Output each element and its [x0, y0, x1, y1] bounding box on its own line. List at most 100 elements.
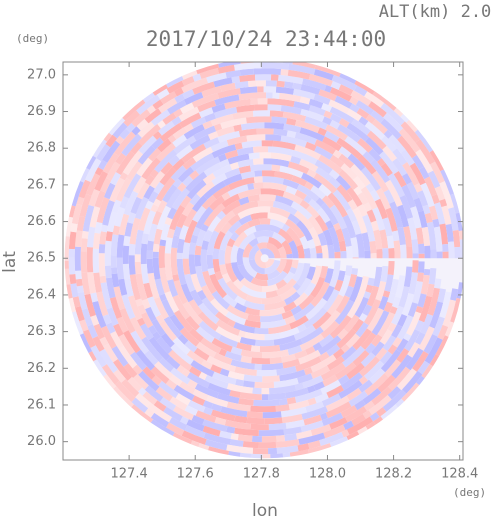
echo-cell — [365, 137, 384, 156]
echo-cell — [199, 67, 220, 80]
echo-cell — [402, 161, 420, 186]
echo-cell — [204, 374, 229, 389]
echo-cell — [227, 213, 241, 226]
echo-cell — [310, 354, 337, 373]
echo-cell — [351, 220, 362, 235]
echo-cell — [121, 133, 142, 157]
echo-cell — [116, 257, 125, 280]
echo-cell — [393, 107, 404, 117]
echo-cell — [100, 224, 108, 233]
echo-cell — [346, 431, 360, 441]
echo-cell — [213, 230, 226, 250]
echo-cell — [315, 245, 323, 254]
echo-cell — [110, 234, 119, 256]
echo-cell — [71, 180, 84, 207]
echo-cell — [181, 202, 195, 217]
echo-cell — [234, 81, 249, 89]
echo-cell — [122, 99, 146, 121]
echo-cell — [415, 139, 436, 165]
echo-cell — [79, 333, 93, 354]
echo-cell — [136, 317, 146, 327]
echo-cell — [173, 405, 194, 421]
echo-cell — [442, 299, 456, 328]
echo-cell — [236, 342, 252, 352]
echo-cell — [406, 119, 418, 133]
echo-cell — [191, 92, 220, 108]
echo-cell — [281, 353, 296, 363]
echo-cell — [158, 380, 179, 399]
echo-cell — [207, 382, 231, 396]
echo-cell — [346, 416, 374, 435]
echo-cell — [398, 128, 421, 153]
echo-cell — [279, 369, 306, 382]
echo-cell — [267, 270, 288, 287]
echo-cell — [238, 165, 252, 174]
echo-cell — [172, 178, 183, 188]
echo-cell — [435, 335, 449, 357]
echo-cell — [122, 245, 130, 265]
echo-cell — [164, 291, 180, 314]
echo-cell — [318, 183, 332, 197]
echo-cell — [129, 274, 142, 301]
echo-cell — [283, 271, 295, 284]
echo-cell — [407, 342, 421, 358]
echo-cell — [417, 190, 429, 207]
echo-cell — [218, 348, 227, 357]
echo-cell — [216, 392, 240, 404]
echo-cell — [155, 386, 173, 402]
echo-cell — [295, 119, 320, 133]
echo-cell — [152, 331, 162, 341]
echo-cell — [391, 305, 405, 326]
echo-cell — [134, 261, 142, 275]
echo-cell — [267, 98, 295, 107]
echo-cell — [268, 236, 284, 250]
echo-cell — [282, 62, 293, 65]
echo-cell — [276, 278, 297, 296]
echo-cell — [232, 110, 254, 120]
echo-cell — [202, 419, 228, 433]
echo-cell — [236, 146, 254, 156]
echo-cell — [368, 101, 387, 118]
echo-cell — [286, 253, 293, 259]
echo-cell — [371, 119, 388, 135]
echo-cell — [211, 290, 231, 310]
echo-cell — [152, 243, 160, 252]
echo-cell — [190, 234, 199, 244]
echo-cell — [140, 263, 150, 284]
echo-cell — [412, 253, 419, 259]
echo-cell — [411, 239, 419, 254]
echo-cell — [326, 355, 345, 371]
echo-cell — [344, 285, 354, 298]
echo-cell — [391, 230, 400, 242]
echo-cell — [216, 210, 226, 220]
echo-cell — [234, 222, 250, 236]
echo-cell — [225, 69, 241, 79]
echo-cell — [75, 278, 83, 287]
echo-cell — [110, 172, 122, 186]
echo-cell — [256, 128, 274, 135]
echo-cell — [247, 218, 261, 228]
echo-cell — [190, 152, 215, 172]
echo-cell — [322, 136, 342, 152]
echo-cell — [317, 232, 328, 247]
echo-cell — [314, 159, 333, 175]
echo-cell — [292, 262, 305, 282]
echo-cell — [415, 149, 434, 174]
echo-cell — [369, 189, 381, 202]
echo-cell — [379, 329, 393, 345]
echo-cell — [226, 238, 236, 248]
echo-cell — [394, 257, 401, 259]
echo-cell — [327, 294, 344, 316]
echo-cell — [184, 425, 206, 439]
echo-cell — [365, 183, 376, 193]
echo-cell — [192, 73, 202, 82]
echo-cell — [308, 73, 333, 87]
echo-cell — [75, 230, 83, 248]
echo-cell — [81, 308, 93, 327]
echo-cell — [238, 92, 267, 101]
echo-cell — [247, 183, 255, 191]
echo-cell — [383, 129, 393, 139]
echo-cell — [378, 295, 389, 311]
echo-cell — [240, 122, 265, 131]
echo-cell — [308, 440, 321, 450]
